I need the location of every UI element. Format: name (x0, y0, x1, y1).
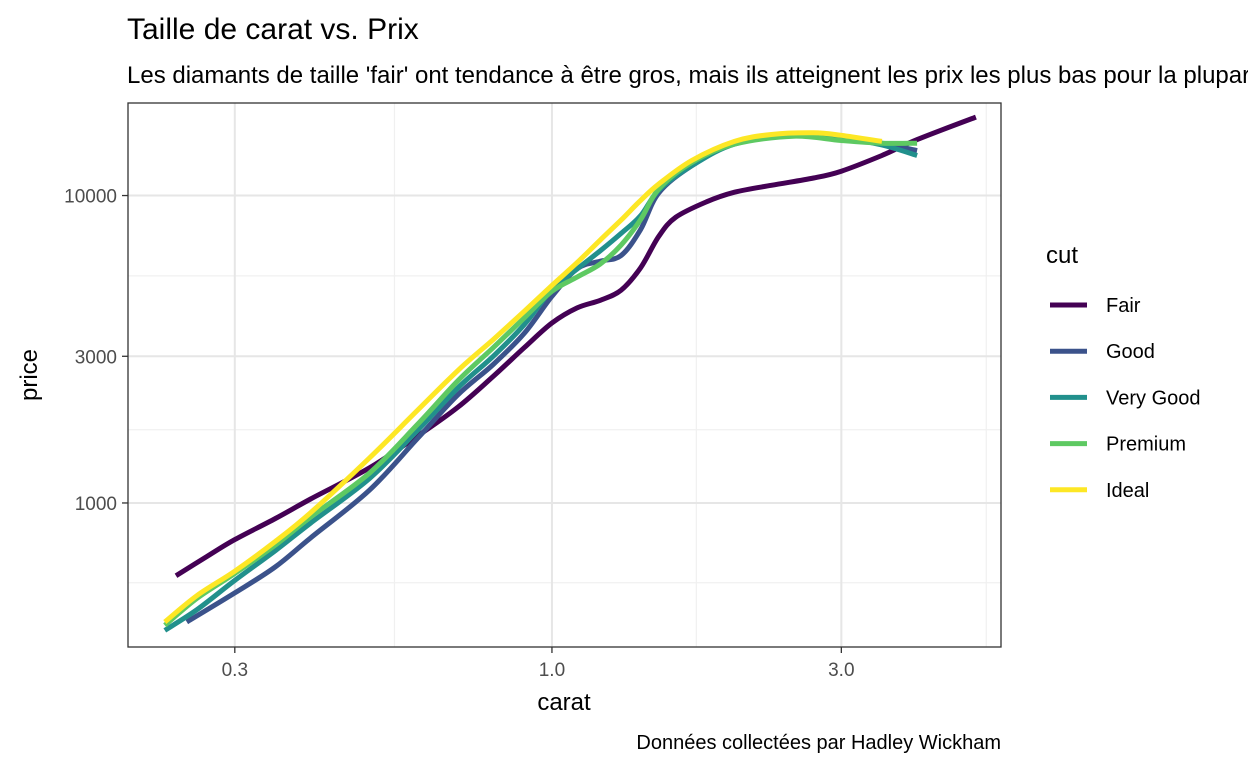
chart-subtitle: Les diamants de taille 'fair' ont tendan… (127, 62, 1248, 89)
y-tick-label: 3000 (75, 347, 117, 368)
series-line-fair (174, 114, 977, 578)
series-line-ideal (163, 130, 883, 624)
legend-label-fair: Fair (1106, 295, 1141, 317)
legend-item-good: Good (1050, 341, 1155, 363)
legend-label-ideal: Ideal (1106, 480, 1149, 502)
legend: cut Fair Good Very Good Premium Ideal (1046, 242, 1201, 502)
chart-caption: Données collectées par Hadley Wickham (636, 732, 1001, 754)
plot-area: 0.3 1.0 3.0 1000 3000 10000 (64, 102, 1002, 681)
y-tick-label: 1000 (75, 494, 117, 515)
x-axis-title: carat (537, 689, 591, 716)
legend-label-very-good: Very Good (1106, 387, 1201, 409)
plot-background (128, 103, 1001, 647)
legend-item-very-good: Very Good (1050, 387, 1201, 409)
legend-item-ideal: Ideal (1050, 480, 1149, 502)
y-axis-title: price (16, 349, 43, 401)
legend-item-premium: Premium (1050, 434, 1186, 456)
plot-border (127, 102, 1002, 648)
chart-title: Taille de carat vs. Prix (127, 13, 419, 46)
x-tick-label: 0.3 (222, 660, 248, 681)
y-tick-label: 10000 (64, 187, 117, 208)
legend-label-good: Good (1106, 341, 1155, 363)
series-line-premium (163, 133, 918, 628)
x-tick-label: 3.0 (828, 660, 854, 681)
series-lines (163, 114, 977, 633)
legend-title: cut (1046, 242, 1078, 269)
legend-label-premium: Premium (1106, 434, 1186, 456)
x-tick-label: 1.0 (539, 660, 565, 681)
legend-item-fair: Fair (1050, 295, 1141, 317)
